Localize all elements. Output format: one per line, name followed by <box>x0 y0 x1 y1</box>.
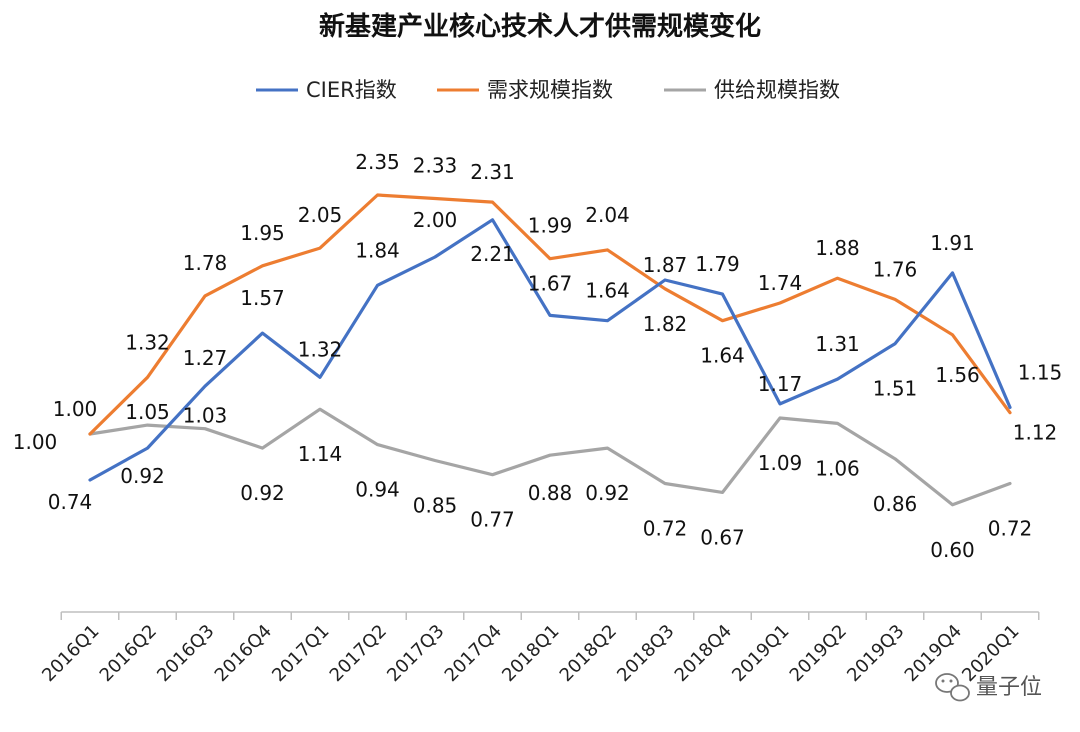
data-label-s0-p12: 1.17 <box>758 372 803 396</box>
x-tick-label-11: 2018Q4 <box>671 621 736 686</box>
data-label-s0-p9: 1.64 <box>585 279 630 303</box>
chart-title: 新基建产业核心技术人才供需规模变化 <box>319 11 761 42</box>
wechat-icon <box>935 673 970 702</box>
x-tick-label-15: 2019Q4 <box>901 621 966 686</box>
data-label-s0-p10: 1.87 <box>643 253 688 277</box>
series-line-2 <box>88 407 1012 507</box>
x-tick-label-3: 2016Q4 <box>211 621 276 686</box>
data-label-s2-p7: 0.77 <box>470 508 515 532</box>
data-label-s0-p11: 1.79 <box>695 252 740 276</box>
data-label-s1-p1: 1.32 <box>125 330 170 354</box>
series-line-1 <box>88 193 1012 436</box>
data-label-s2-p12: 1.09 <box>758 451 803 475</box>
data-label-s2-p0: 1.00 <box>13 430 58 454</box>
data-label-s0-p5: 1.84 <box>355 238 400 262</box>
data-label-s0-p7: 2.21 <box>470 242 515 266</box>
watermark-text: 量子位 <box>976 675 1042 700</box>
data-label-s1-p12: 1.74 <box>758 271 803 295</box>
x-tick-label-1: 2016Q2 <box>96 621 161 686</box>
x-tick-label-5: 2017Q2 <box>326 621 391 686</box>
data-label-s2-p10: 0.72 <box>643 517 688 541</box>
series-line-0 <box>88 218 1012 482</box>
series-lines <box>88 193 1012 507</box>
data-label-s1-p0: 1.00 <box>53 397 98 421</box>
data-label-s1-p3: 1.95 <box>240 221 285 245</box>
data-label-s0-p6: 2.00 <box>413 208 458 232</box>
data-label-s1-p4: 2.05 <box>298 203 343 227</box>
x-tick-label-2: 2016Q3 <box>153 621 218 686</box>
data-label-s1-p14: 1.76 <box>873 257 918 281</box>
data-labels: 0.74 0.92 1.27 1.57 1.32 1.84 2.00 2.21 1.67 1.64… <box>13 150 1063 562</box>
data-label-s2-p5: 0.94 <box>355 478 400 502</box>
data-label-s2-p16: 0.72 <box>988 517 1033 541</box>
data-label-s2-p15: 0.60 <box>930 538 975 562</box>
data-label-s0-p15: 1.91 <box>930 231 975 255</box>
x-tick-label-9: 2018Q2 <box>556 621 621 686</box>
data-label-s2-p14: 0.86 <box>873 492 918 516</box>
data-label-s1-p15: 1.56 <box>935 363 980 387</box>
legend-label-2: 供给规模指数 <box>714 78 840 102</box>
data-label-s1-p16: 1.12 <box>1013 421 1058 445</box>
data-label-s0-p1: 0.92 <box>120 464 165 488</box>
data-label-s1-p11: 1.64 <box>700 344 745 368</box>
legend: CIER指数 需求规模指数 供给规模指数 <box>256 78 840 102</box>
data-label-s2-p3: 0.92 <box>240 481 285 505</box>
x-tick-labels: 2016Q12016Q22016Q32016Q42017Q12017Q22017… <box>38 621 1023 686</box>
data-label-s1-p13: 1.88 <box>815 236 860 260</box>
x-tick-label-12: 2019Q1 <box>728 621 793 686</box>
data-label-s2-p9: 0.92 <box>585 481 630 505</box>
data-label-s2-p1: 1.05 <box>125 400 170 424</box>
data-label-s1-p9: 2.04 <box>585 203 630 227</box>
x-tick-label-0: 2016Q1 <box>38 621 103 686</box>
x-tick-label-14: 2019Q3 <box>843 621 908 686</box>
data-label-s2-p13: 1.06 <box>815 456 860 480</box>
watermark: 量子位 <box>935 673 1042 702</box>
data-label-s2-p6: 0.85 <box>413 494 458 518</box>
data-label-s0-p3: 1.57 <box>240 286 285 310</box>
data-label-s2-p8: 0.88 <box>528 481 573 505</box>
data-label-s2-p2: 1.03 <box>183 404 228 428</box>
data-label-s0-p16: 1.15 <box>1018 360 1063 384</box>
data-label-s0-p4: 1.32 <box>298 337 343 361</box>
x-tick-label-7: 2017Q4 <box>441 621 506 686</box>
x-tick-label-6: 2017Q3 <box>383 621 448 686</box>
x-tick-label-8: 2018Q1 <box>498 621 563 686</box>
data-label-s0-p14: 1.51 <box>873 377 918 401</box>
data-label-s1-p8: 1.99 <box>528 214 573 238</box>
data-label-s2-p11: 0.67 <box>700 525 745 549</box>
data-label-s0-p13: 1.31 <box>815 332 860 356</box>
data-label-s1-p2: 1.78 <box>183 251 228 275</box>
x-ticks <box>60 612 1040 620</box>
data-label-s0-p8: 1.67 <box>528 271 573 295</box>
data-label-s1-p10: 1.82 <box>643 312 688 336</box>
data-label-s2-p4: 1.14 <box>298 442 343 466</box>
data-label-s0-p0: 0.74 <box>48 490 93 514</box>
legend-label-0: CIER指数 <box>306 78 397 102</box>
data-label-s1-p5: 2.35 <box>355 150 400 174</box>
x-tick-label-13: 2019Q2 <box>786 621 851 686</box>
data-label-s0-p2: 1.27 <box>183 346 228 370</box>
legend-label-1: 需求规模指数 <box>487 78 613 102</box>
data-label-s1-p7: 2.31 <box>470 160 515 184</box>
x-tick-label-10: 2018Q3 <box>613 621 678 686</box>
x-tick-label-4: 2017Q1 <box>268 621 333 686</box>
data-label-s1-p6: 2.33 <box>413 154 458 178</box>
